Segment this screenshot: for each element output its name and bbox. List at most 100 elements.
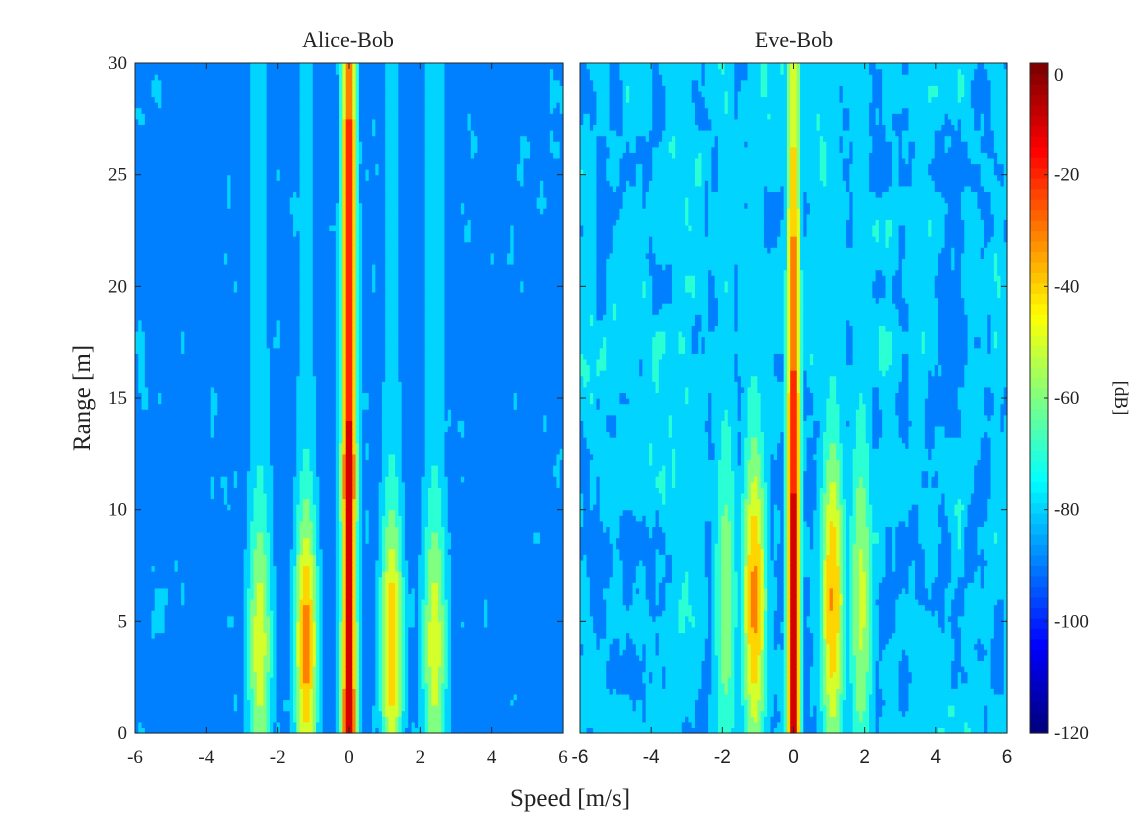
heatmap-cell bbox=[190, 448, 195, 455]
heatmap-cell bbox=[154, 448, 159, 455]
heatmap-cell bbox=[161, 481, 166, 488]
heatmap-cell bbox=[181, 559, 185, 567]
heatmap-cell bbox=[187, 509, 192, 516]
heatmap-cell bbox=[167, 437, 172, 444]
heatmap-cell bbox=[190, 442, 195, 449]
heatmap-cell bbox=[167, 543, 172, 550]
heatmap-cell bbox=[141, 124, 146, 131]
heatmap-cell bbox=[144, 370, 149, 377]
heatmap-cell bbox=[144, 420, 149, 427]
heatmap-cell bbox=[138, 280, 143, 287]
heatmap-cell bbox=[200, 414, 205, 421]
heatmap-cell bbox=[141, 638, 146, 645]
heatmap-cell bbox=[181, 470, 185, 477]
heatmap-cell bbox=[164, 682, 169, 689]
heatmap-cell bbox=[138, 252, 143, 260]
heatmap-cell bbox=[154, 671, 159, 678]
heatmap-cell bbox=[164, 219, 169, 226]
heatmap-cell bbox=[167, 291, 172, 299]
heatmap-cell bbox=[148, 571, 153, 578]
heatmap-cell bbox=[164, 520, 169, 528]
heatmap-cell bbox=[177, 448, 182, 455]
heatmap-cell bbox=[151, 202, 156, 209]
heatmap-cell bbox=[164, 63, 169, 70]
heatmap-cell bbox=[161, 615, 166, 622]
heatmap-cell bbox=[190, 481, 195, 488]
heatmap-cell bbox=[148, 370, 153, 377]
heatmap-cell bbox=[167, 185, 172, 193]
heatmap-cell bbox=[174, 247, 179, 254]
heatmap-cell bbox=[151, 727, 156, 734]
heatmap-cell bbox=[197, 247, 202, 254]
heatmap-cell bbox=[151, 526, 156, 533]
heatmap-cell bbox=[181, 459, 185, 466]
heatmap-cell bbox=[167, 660, 172, 667]
heatmap-cell bbox=[184, 63, 189, 70]
heatmap-cell bbox=[138, 414, 143, 421]
heatmap-cell bbox=[181, 671, 185, 678]
heatmap-cell bbox=[174, 68, 179, 75]
heatmap-cell bbox=[135, 347, 139, 354]
heatmap-cell bbox=[151, 520, 156, 528]
heatmap-cell bbox=[184, 509, 189, 516]
heatmap-cell bbox=[164, 515, 169, 522]
heatmap-cell bbox=[148, 386, 153, 394]
heatmap-cell bbox=[151, 386, 156, 394]
heatmap-cell bbox=[154, 85, 159, 92]
heatmap-cell bbox=[138, 197, 143, 204]
heatmap-cell bbox=[158, 358, 162, 366]
heatmap-cell bbox=[184, 174, 189, 181]
heatmap-cell bbox=[141, 107, 146, 114]
heatmap-cell bbox=[181, 442, 185, 449]
heatmap-cell bbox=[135, 386, 139, 394]
heatmap-cell bbox=[187, 666, 192, 673]
heatmap-cell bbox=[184, 331, 189, 338]
heatmap-cell bbox=[171, 548, 176, 555]
heatmap-cell bbox=[154, 157, 159, 165]
heatmap-cell bbox=[174, 124, 179, 131]
heatmap-cell bbox=[144, 275, 149, 282]
heatmap-cell bbox=[200, 303, 205, 310]
heatmap-cell bbox=[167, 632, 172, 639]
heatmap-cell bbox=[161, 152, 166, 159]
heatmap-cell bbox=[141, 364, 146, 371]
heatmap-cell bbox=[200, 375, 205, 382]
heatmap-cell bbox=[177, 163, 182, 170]
heatmap-cell bbox=[177, 520, 182, 528]
heatmap-cell bbox=[194, 157, 199, 165]
heatmap-cell bbox=[184, 437, 189, 444]
heatmap-cell bbox=[184, 548, 189, 555]
heatmap-cell bbox=[154, 191, 159, 198]
heatmap-cell bbox=[184, 705, 189, 712]
heatmap-cell bbox=[164, 96, 169, 103]
heatmap-cell bbox=[164, 604, 169, 611]
heatmap-cell bbox=[151, 275, 156, 282]
heatmap-cell bbox=[164, 721, 169, 729]
heatmap-cell bbox=[151, 548, 156, 555]
heatmap-cell bbox=[151, 135, 156, 142]
heatmap-cell bbox=[138, 537, 143, 544]
heatmap-cell bbox=[200, 331, 205, 338]
heatmap-cell bbox=[158, 409, 162, 416]
heatmap-cell bbox=[194, 649, 199, 656]
heatmap-cell bbox=[167, 453, 172, 461]
heatmap-cell bbox=[144, 392, 149, 399]
heatmap-cell bbox=[161, 63, 166, 70]
heatmap-cell bbox=[194, 599, 199, 606]
heatmap-cell bbox=[148, 314, 153, 321]
heatmap-cell bbox=[184, 308, 189, 315]
heatmap-cell bbox=[158, 649, 162, 656]
heatmap-cell bbox=[144, 79, 149, 86]
heatmap-cell bbox=[190, 180, 195, 187]
heatmap-cell bbox=[158, 465, 162, 472]
heatmap-cell bbox=[135, 124, 139, 131]
heatmap-cell bbox=[190, 532, 195, 539]
heatmap-cell bbox=[135, 219, 139, 226]
heatmap-cell bbox=[197, 721, 202, 729]
heatmap-cell bbox=[151, 626, 156, 634]
heatmap-cell bbox=[197, 693, 202, 701]
heatmap-cell bbox=[164, 593, 169, 600]
heatmap-cell bbox=[194, 626, 199, 634]
heatmap-cell bbox=[148, 638, 153, 645]
heatmap-cell bbox=[164, 264, 169, 271]
